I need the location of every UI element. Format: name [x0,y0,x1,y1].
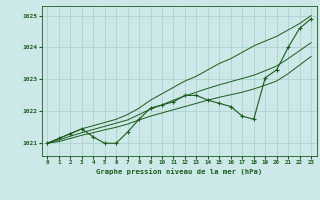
X-axis label: Graphe pression niveau de la mer (hPa): Graphe pression niveau de la mer (hPa) [96,168,262,175]
